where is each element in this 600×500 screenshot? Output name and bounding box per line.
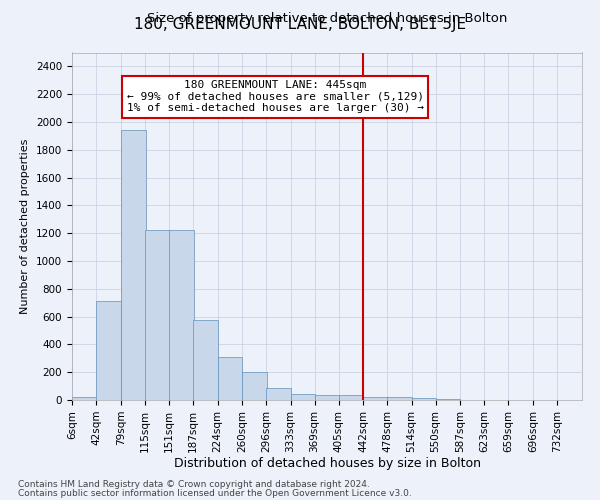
Bar bbox=[412, 398, 436, 400]
X-axis label: Distribution of detached houses by size in Bolton: Distribution of detached houses by size … bbox=[173, 458, 481, 470]
Y-axis label: Number of detached properties: Number of detached properties bbox=[20, 138, 31, 314]
Bar bbox=[290, 394, 316, 400]
Text: Contains HM Land Registry data © Crown copyright and database right 2024.: Contains HM Land Registry data © Crown c… bbox=[18, 480, 370, 489]
Title: Size of property relative to detached houses in Bolton: Size of property relative to detached ho… bbox=[147, 12, 507, 25]
Bar bbox=[72, 397, 97, 400]
Bar bbox=[96, 302, 121, 400]
Bar bbox=[121, 130, 146, 400]
Bar bbox=[338, 395, 364, 400]
Bar bbox=[193, 320, 218, 400]
Bar bbox=[266, 388, 290, 400]
Bar bbox=[242, 372, 266, 400]
Bar bbox=[145, 230, 170, 400]
Text: 180, GREENMOUNT LANE, BOLTON, BL1 5JE: 180, GREENMOUNT LANE, BOLTON, BL1 5JE bbox=[134, 18, 466, 32]
Bar bbox=[388, 397, 412, 400]
Text: Contains public sector information licensed under the Open Government Licence v3: Contains public sector information licen… bbox=[18, 488, 412, 498]
Text: 180 GREENMOUNT LANE: 445sqm
← 99% of detached houses are smaller (5,129)
1% of s: 180 GREENMOUNT LANE: 445sqm ← 99% of det… bbox=[127, 80, 424, 114]
Bar bbox=[169, 230, 194, 400]
Bar bbox=[218, 357, 242, 400]
Bar bbox=[314, 395, 340, 400]
Bar bbox=[364, 396, 388, 400]
